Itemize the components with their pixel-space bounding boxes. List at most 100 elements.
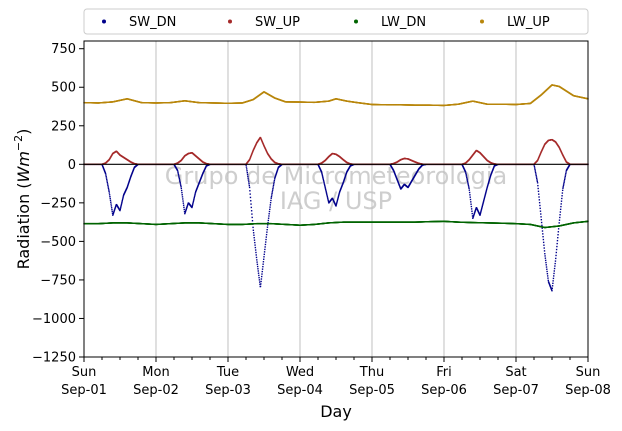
data-point — [343, 179, 345, 181]
data-point — [259, 285, 262, 288]
data-point — [493, 165, 495, 168]
data-point — [102, 166, 104, 168]
data-point — [542, 238, 545, 241]
data-point — [191, 205, 193, 207]
data-point — [470, 201, 472, 203]
data-point — [342, 181, 345, 183]
data-point — [466, 179, 469, 181]
data-point — [565, 171, 567, 173]
data-point — [397, 182, 400, 184]
data-point — [324, 184, 326, 187]
data-point — [267, 219, 270, 222]
data-point — [549, 286, 552, 288]
data-point — [249, 158, 251, 160]
data-point — [396, 178, 398, 181]
data-point — [335, 203, 338, 205]
data-point — [275, 173, 277, 176]
data-point — [563, 180, 566, 182]
data-point — [263, 258, 265, 260]
data-point — [273, 179, 276, 182]
data-point — [327, 200, 330, 203]
data-point — [557, 234, 559, 236]
data-point — [485, 192, 487, 194]
data-point — [465, 172, 467, 175]
data-point — [468, 187, 470, 189]
data-point — [533, 165, 536, 168]
data-point — [270, 197, 272, 199]
data-point — [182, 204, 185, 206]
data-point — [104, 171, 106, 173]
data-point — [544, 259, 547, 262]
data-point — [250, 206, 253, 209]
data-point — [246, 173, 249, 176]
data-point — [491, 170, 494, 172]
data-point — [553, 270, 555, 272]
data-point — [104, 172, 107, 175]
data-point — [549, 285, 551, 287]
data-point — [192, 203, 194, 205]
data-point — [543, 250, 546, 252]
data-point — [555, 254, 557, 257]
data-point — [484, 195, 486, 198]
data-point — [178, 177, 181, 180]
data-point — [198, 182, 200, 184]
data-point — [395, 175, 397, 178]
data-point — [126, 186, 128, 189]
watermark-line-1: Grupo de Micrometeorologia — [165, 162, 507, 190]
data-point — [131, 171, 134, 173]
data-point — [482, 203, 484, 205]
data-point — [562, 184, 565, 186]
data-point — [396, 180, 399, 182]
data-point — [180, 189, 183, 192]
data-point — [197, 185, 199, 187]
data-point — [336, 199, 339, 202]
data-point — [326, 195, 329, 198]
data-point — [111, 212, 114, 215]
data-point — [565, 172, 567, 175]
data-point — [107, 187, 110, 190]
data-point — [199, 179, 202, 181]
data-point — [266, 231, 268, 233]
data-point — [543, 244, 545, 246]
data-point — [536, 179, 538, 181]
data-point — [181, 191, 183, 194]
data-point — [538, 196, 540, 198]
data-point — [553, 272, 555, 275]
data-point — [545, 264, 547, 266]
data-point — [487, 183, 489, 186]
data-point — [490, 172, 493, 174]
data-point — [201, 173, 204, 176]
data-point — [470, 208, 473, 210]
data-point — [547, 279, 549, 282]
data-point — [109, 195, 111, 198]
data-point — [341, 184, 344, 186]
data-point — [130, 174, 132, 177]
data-point — [182, 200, 184, 202]
data-point — [488, 180, 490, 183]
data-point — [199, 179, 201, 182]
data-point — [186, 204, 189, 206]
data-point — [485, 190, 488, 192]
data-point — [254, 241, 256, 244]
data-point — [540, 216, 542, 218]
data-point — [265, 233, 268, 236]
data-point — [269, 208, 271, 211]
data-point — [343, 178, 346, 181]
data-point — [469, 198, 472, 201]
data-point — [488, 179, 490, 182]
data-point — [265, 241, 267, 243]
data-point — [261, 273, 263, 275]
data-point — [272, 187, 274, 190]
data-point — [467, 183, 469, 185]
data-point — [551, 289, 553, 291]
data-point — [537, 184, 539, 187]
data-point — [399, 186, 401, 189]
data-point — [323, 182, 325, 184]
data-point — [201, 175, 203, 177]
data-point — [398, 183, 400, 186]
data-point — [133, 168, 135, 170]
data-point — [484, 194, 486, 196]
watermark-line-2: IAG / USP — [280, 187, 392, 215]
data-point — [182, 198, 184, 200]
